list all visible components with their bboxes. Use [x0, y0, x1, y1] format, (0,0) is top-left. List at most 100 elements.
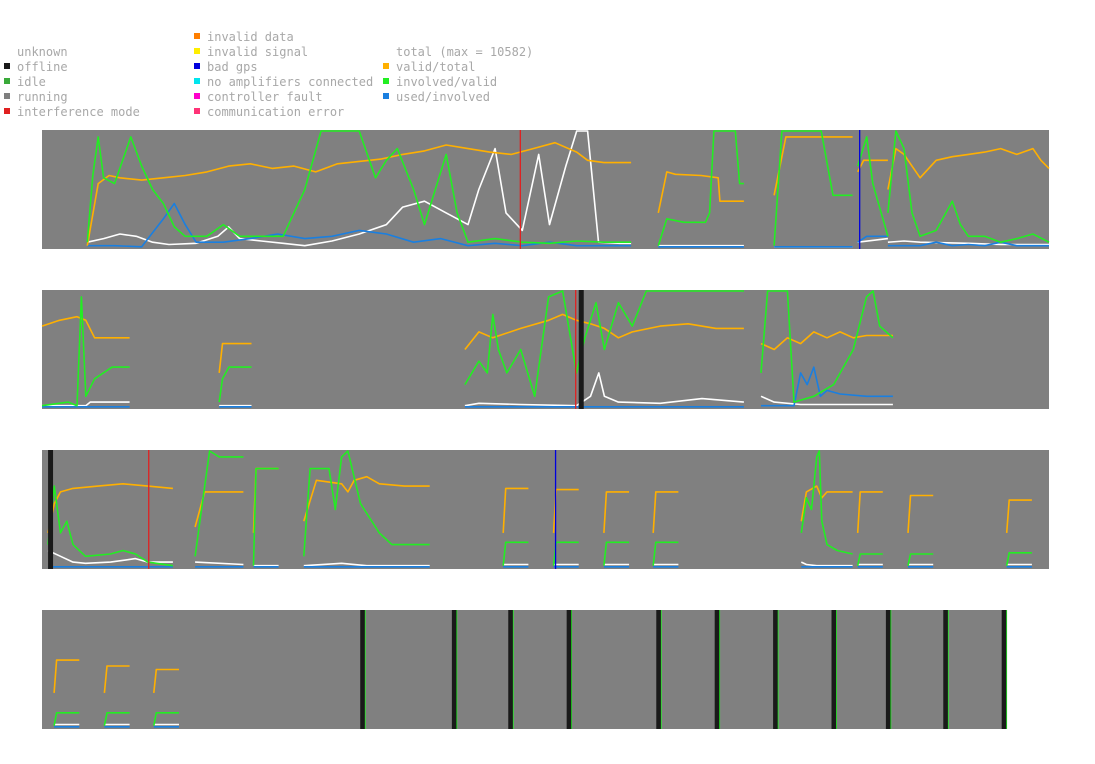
strip-background	[42, 610, 1005, 729]
series-valid-total-line	[47, 482, 173, 534]
series-involved-valid-line	[464, 290, 744, 398]
legend-swatch-interference	[4, 108, 10, 114]
series-valid-total-line	[856, 491, 883, 533]
series-total-line	[800, 561, 853, 567]
series-used-involved-line	[761, 366, 893, 407]
series-involved-valid-line	[86, 130, 632, 245]
legend: unknown offline idle running interferenc…	[0, 0, 1095, 125]
series-involved-valid-line	[800, 450, 853, 555]
series-valid-total-line	[907, 494, 934, 533]
series-involved-valid-line	[41, 296, 130, 407]
series-involved-valid-line	[502, 541, 529, 566]
legend-label: used/involved	[396, 90, 490, 104]
series-involved-valid-line	[47, 485, 174, 567]
series-valid-total-line	[657, 171, 744, 214]
legend-swatch-bad-gps	[194, 63, 200, 69]
series-total-line	[464, 372, 744, 407]
series-involved-valid-line	[907, 553, 934, 566]
strip-background	[42, 450, 1049, 569]
legend-swatch-valid-total	[383, 63, 389, 69]
series-valid-total-line	[53, 659, 80, 693]
series-valid-total-line	[1005, 499, 1032, 533]
series-involved-valid-line	[252, 467, 279, 566]
status-mark-offline	[48, 450, 54, 569]
series-valid-total-line	[800, 485, 853, 522]
series-involved-valid-line	[856, 553, 883, 566]
series-involved-valid-line	[303, 450, 430, 557]
status-mark-offline	[714, 610, 720, 729]
legend-swatch-idle	[4, 78, 10, 84]
series-valid-total-line	[760, 331, 893, 351]
series-involved-valid-line	[652, 541, 679, 566]
series-total-line	[857, 237, 888, 243]
series-total-line	[195, 561, 244, 566]
legend-label: offline	[17, 60, 68, 74]
strip-2	[41, 290, 1049, 409]
status-mark-offline	[451, 610, 457, 729]
status-mark-offline	[508, 610, 514, 729]
series-used-involved-line	[887, 241, 1049, 247]
series-valid-total-line	[218, 342, 252, 373]
legend-swatch-communication-error	[194, 108, 200, 114]
strip-1	[42, 130, 1050, 249]
legend-swatch-no-amplifiers	[194, 78, 200, 84]
status-mark-offline	[566, 610, 572, 729]
legend-label: running	[17, 90, 68, 104]
legend-label: communication error	[207, 105, 345, 119]
legend-label: interference mode	[17, 105, 140, 119]
legend-label: unknown	[17, 45, 68, 59]
legend-swatch-invalid-signal	[194, 48, 200, 54]
series-valid-total-line	[464, 313, 744, 350]
legend-label: valid/total	[396, 60, 476, 74]
status-mark-offline	[943, 610, 949, 729]
legend-label: total (max = 10582)	[396, 45, 534, 59]
status-mark-offline	[831, 610, 837, 729]
legend-swatch-invalid-data	[194, 33, 200, 39]
strip-4	[42, 610, 1008, 729]
status-mark-offline	[360, 610, 366, 729]
series-valid-total-line	[86, 141, 632, 246]
series-involved-valid-line	[1005, 551, 1032, 566]
series-involved-valid-line	[773, 130, 853, 246]
series-total-line	[42, 401, 130, 407]
strip-3	[42, 450, 1049, 569]
series-valid-total-line	[603, 491, 630, 533]
series-involved-valid-line	[218, 366, 252, 403]
series-valid-total-line	[773, 136, 853, 196]
legend-swatch-running	[4, 93, 10, 99]
series-valid-total-line	[103, 665, 130, 693]
legend-label: no amplifiers connected	[207, 75, 374, 89]
legend-swatch-used-involved	[383, 93, 389, 99]
series-valid-total-line	[652, 491, 679, 533]
series-involved-valid-line	[657, 130, 744, 246]
legend-label: controller fault	[207, 90, 323, 104]
status-mark-offline	[656, 610, 662, 729]
strip-background	[42, 130, 1049, 249]
series-valid-total-line	[41, 315, 130, 339]
series-used-involved-line	[857, 235, 888, 243]
status-mark-offline	[578, 290, 584, 409]
series-total-line	[760, 395, 893, 406]
series-involved-valid-line	[856, 136, 889, 237]
series-involved-valid-line	[194, 450, 244, 557]
series-used-involved-line	[87, 202, 632, 248]
status-mark-offline	[885, 610, 891, 729]
series-involved-valid-line	[603, 541, 630, 566]
legend-swatch-controller-fault	[194, 93, 200, 99]
legend-label: bad gps	[207, 60, 258, 74]
series-involved-valid-line	[887, 130, 1050, 243]
series-valid-total-line	[153, 668, 179, 693]
series-involved-valid-line	[103, 711, 130, 726]
legend-swatch-offline	[4, 63, 10, 69]
series-involved-valid-line	[760, 290, 894, 403]
series-total-line	[87, 130, 632, 247]
series-involved-valid-line	[53, 711, 80, 726]
status-mark-offline	[773, 610, 779, 729]
legend-label: invalid signal	[207, 45, 309, 59]
legend-swatch-involved-valid	[383, 78, 389, 84]
series-valid-total-line	[502, 487, 529, 533]
status-mark-offline	[1001, 610, 1007, 729]
legend-label: idle	[17, 75, 46, 89]
legend-label: invalid data	[207, 30, 294, 44]
